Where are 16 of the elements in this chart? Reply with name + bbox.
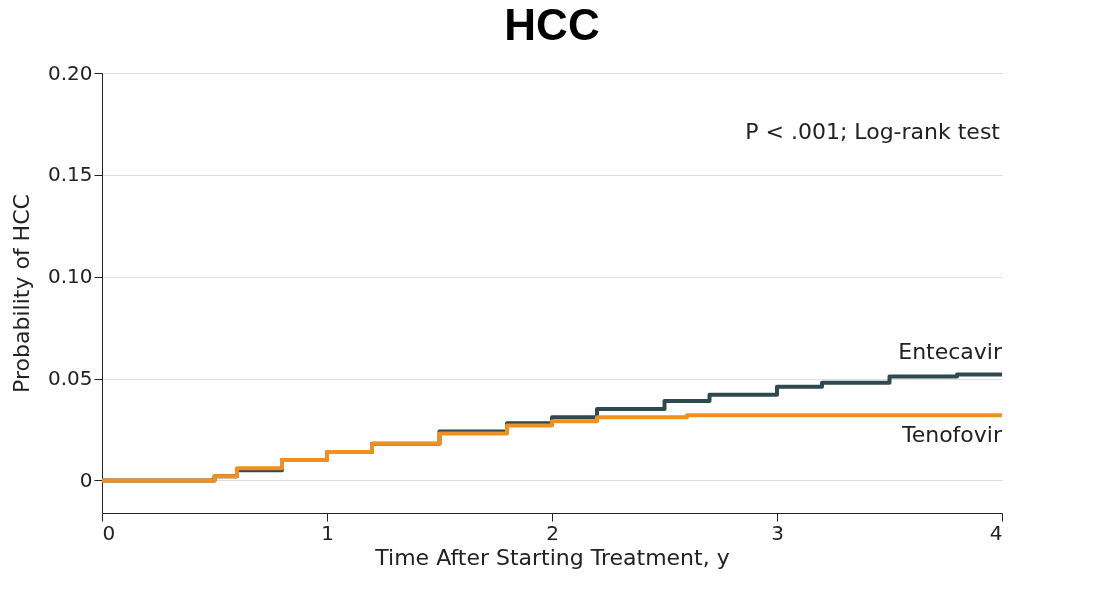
y-tick-label: 0.15 xyxy=(47,162,93,187)
y-tick-label: 0 xyxy=(79,467,93,492)
x-tick-label: 2 xyxy=(546,520,559,545)
y-tick-label: 0.05 xyxy=(47,366,93,391)
annotation: P < .001; Log-rank test xyxy=(745,119,1001,144)
y-axis-title: Probability of HCC xyxy=(8,194,34,393)
x-tick-label: 1 xyxy=(321,520,334,545)
y-tick-label: 0.10 xyxy=(47,264,93,289)
x-tick-label: 4 xyxy=(989,520,1003,545)
y-tick-label: 0.20 xyxy=(47,60,93,85)
chart-title: HCC xyxy=(504,0,600,49)
series-label: Tenofovir xyxy=(900,422,1003,448)
x-tick-label: 3 xyxy=(771,520,784,545)
x-axis-title: Time After Starting Treatment, y xyxy=(374,544,730,570)
x-tick-label: 0 xyxy=(102,520,116,545)
series-label: Entecavir xyxy=(898,339,1003,365)
